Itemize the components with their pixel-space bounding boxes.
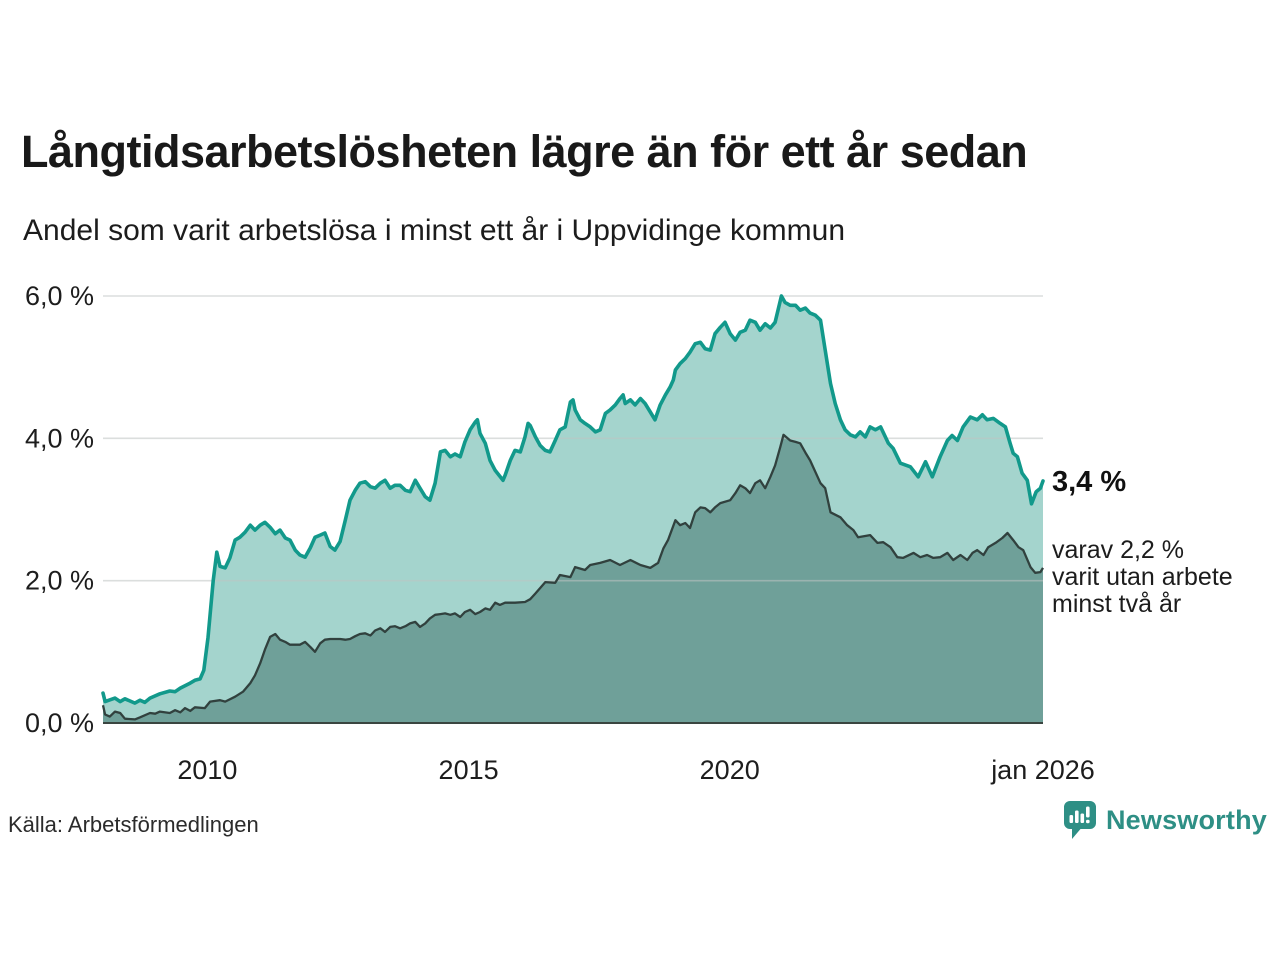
page-subtitle: Andel som varit arbetslösa i minst ett å… (23, 214, 846, 247)
y-tick-label: 0,0 % (25, 708, 94, 738)
line-one-year (101, 294, 1045, 705)
newsworthy-logo-icon (1063, 800, 1097, 840)
y-tick-label: 6,0 % (25, 281, 94, 311)
line-two-year (101, 433, 1044, 721)
unemployment-area-chart: 0,0 % 2,0 % 4,0 % 6,0 % 2010 2015 2020 jan 2026 (25, 281, 1095, 785)
page-title: Långtidsarbetslösheten lägre än för ett … (21, 126, 1028, 177)
newsworthy-brand: Newsworthy (1063, 800, 1267, 840)
secondary-annotation: varav 2,2 % varit utan arbete minst två … (1052, 537, 1233, 618)
x-tick-label: jan 2026 (990, 755, 1095, 785)
y-tick-label: 2,0 % (25, 566, 94, 596)
secondary-annotation-line1: varav 2,2 % (1052, 536, 1185, 564)
newsworthy-brand-name: Newsworthy (1105, 804, 1267, 835)
area-fill-two-year (103, 434, 1043, 723)
y-tick-label: 4,0 % (25, 423, 94, 453)
source-note: Källa: Arbetsförmedlingen (8, 812, 259, 837)
latest-value-label: 3,4 % (1052, 466, 1127, 498)
x-tick-label: 2020 (700, 755, 760, 785)
secondary-annotation-line2: varit utan arbete (1052, 563, 1233, 591)
x-tick-label: 2015 (439, 755, 499, 785)
secondary-annotation-line3: minst två år (1052, 590, 1182, 618)
x-tick-label: 2010 (177, 755, 237, 785)
